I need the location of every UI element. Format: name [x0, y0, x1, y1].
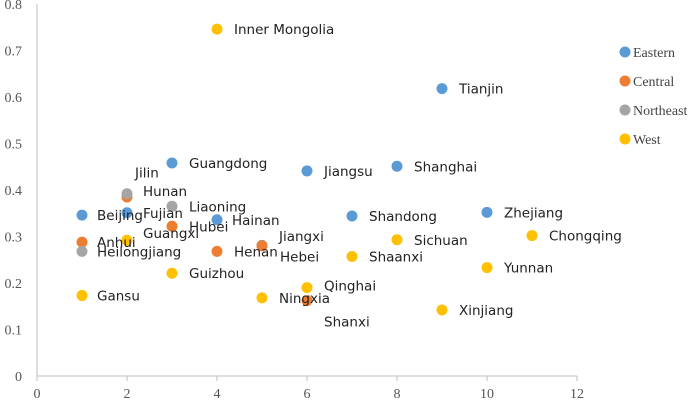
legend-marker — [619, 46, 631, 58]
point-label: Guangxi — [143, 226, 199, 242]
point-heilongjiang — [76, 245, 88, 257]
point-label: Liaoning — [189, 199, 246, 215]
point-label: Shandong — [369, 209, 437, 225]
point-label: Guangdong — [189, 156, 267, 172]
point-label: Beijing — [97, 208, 143, 224]
point-label: Shanxi — [324, 315, 370, 331]
point-xinjiang — [436, 304, 448, 316]
x-tick-label: 10 — [480, 387, 494, 401]
y-axis-ticks: 0 0.1 0.2 0.3 0.4 0.5 0.6 0.7 0.8 — [5, 0, 23, 385]
point-gansu — [76, 290, 88, 302]
point-label: Ningxia — [279, 291, 330, 307]
point-label: Hunan — [143, 184, 187, 200]
x-tick-label: 8 — [394, 387, 401, 401]
point-henan — [211, 245, 223, 257]
point-liaoning — [166, 200, 178, 212]
y-tick-label: 0.3 — [5, 231, 23, 246]
point-jilin — [121, 188, 133, 200]
legend-label: Northeast — [633, 104, 688, 119]
point-beijing — [76, 209, 88, 221]
y-tick-label: 0 — [15, 370, 22, 385]
x-tick-label: 4 — [214, 387, 221, 401]
x-tick-label: 6 — [304, 387, 311, 401]
x-tick-label: 0 — [34, 387, 41, 401]
point-label: Hubei — [189, 219, 228, 235]
point-sichuan — [391, 234, 403, 246]
point-label: Xinjiang — [459, 303, 513, 319]
point-hubei — [166, 220, 178, 232]
legend-marker — [619, 104, 631, 116]
point-label: Jiangxi — [278, 229, 324, 245]
point-qinghai — [301, 282, 313, 294]
y-tick-label: 0.5 — [5, 138, 23, 153]
y-tick-label: 0.6 — [5, 91, 23, 106]
point-shandong — [346, 210, 358, 222]
x-tick-label: 12 — [570, 387, 584, 401]
axes — [36, 4, 577, 377]
point-label: Heilongjiang — [97, 244, 181, 260]
point-label: Jiangsu — [323, 164, 373, 180]
point-hainan — [211, 214, 223, 226]
y-tick-label: 0.4 — [5, 184, 23, 199]
legend: Eastern Central Northeast West — [619, 46, 688, 148]
legend-marker — [619, 133, 631, 145]
y-tick-label: 0.8 — [5, 0, 23, 13]
point-tianjin — [436, 83, 448, 95]
point-label: Sichuan — [414, 233, 468, 249]
point-label: Guizhou — [189, 266, 244, 282]
point-label: Shanghai — [414, 159, 477, 175]
point-guangdong — [166, 157, 178, 169]
x-tick-label: 2 — [124, 387, 131, 401]
y-tick-label: 0.7 — [5, 45, 23, 60]
legend-label: West — [633, 133, 661, 148]
point-ningxia — [256, 292, 268, 304]
point-label: Hebei — [280, 249, 319, 265]
y-tick-label: 0.2 — [5, 277, 23, 292]
point-label: Qinghai — [324, 279, 376, 295]
point-label: Jilin — [134, 166, 159, 182]
point-labels: Beijing Fujian Guangdong Hainan Hebei Jiangsu… — [97, 22, 622, 331]
point-label: Anhui — [97, 235, 136, 251]
point-label: Yunnan — [503, 261, 553, 277]
point-label: Hainan — [232, 213, 280, 229]
x-axis-ticks: 0 2 4 6 8 10 12 — [34, 376, 584, 401]
point-label: Gansu — [97, 289, 140, 305]
point-chongqing — [526, 230, 538, 242]
point-label: Inner Mongolia — [234, 22, 334, 38]
point-zhejiang — [481, 206, 493, 218]
data-points — [76, 23, 538, 316]
point-guizhou — [166, 267, 178, 279]
point-label: Zhejiang — [504, 205, 563, 221]
point-shaanxi — [346, 250, 358, 262]
legend-label: Central — [633, 75, 674, 90]
point-inner-mongolia — [211, 23, 223, 35]
point-label: Tianjin — [458, 82, 503, 98]
point-shanghai — [391, 160, 403, 172]
point-guangxi — [121, 234, 133, 246]
point-shanxi — [301, 295, 313, 307]
point-label: Fujian — [143, 206, 183, 222]
point-anhui — [76, 236, 88, 248]
point-label: Shaanxi — [369, 249, 423, 265]
point-fujian — [121, 207, 133, 219]
legend-marker — [619, 75, 631, 87]
point-yunnan — [481, 262, 493, 274]
point-label: Henan — [234, 244, 278, 260]
point-jiangxi — [256, 240, 268, 252]
point-jiangsu — [301, 165, 313, 177]
y-tick-label: 0.1 — [5, 324, 23, 339]
point-label: Chongqing — [549, 229, 622, 245]
legend-label: Eastern — [633, 46, 675, 61]
